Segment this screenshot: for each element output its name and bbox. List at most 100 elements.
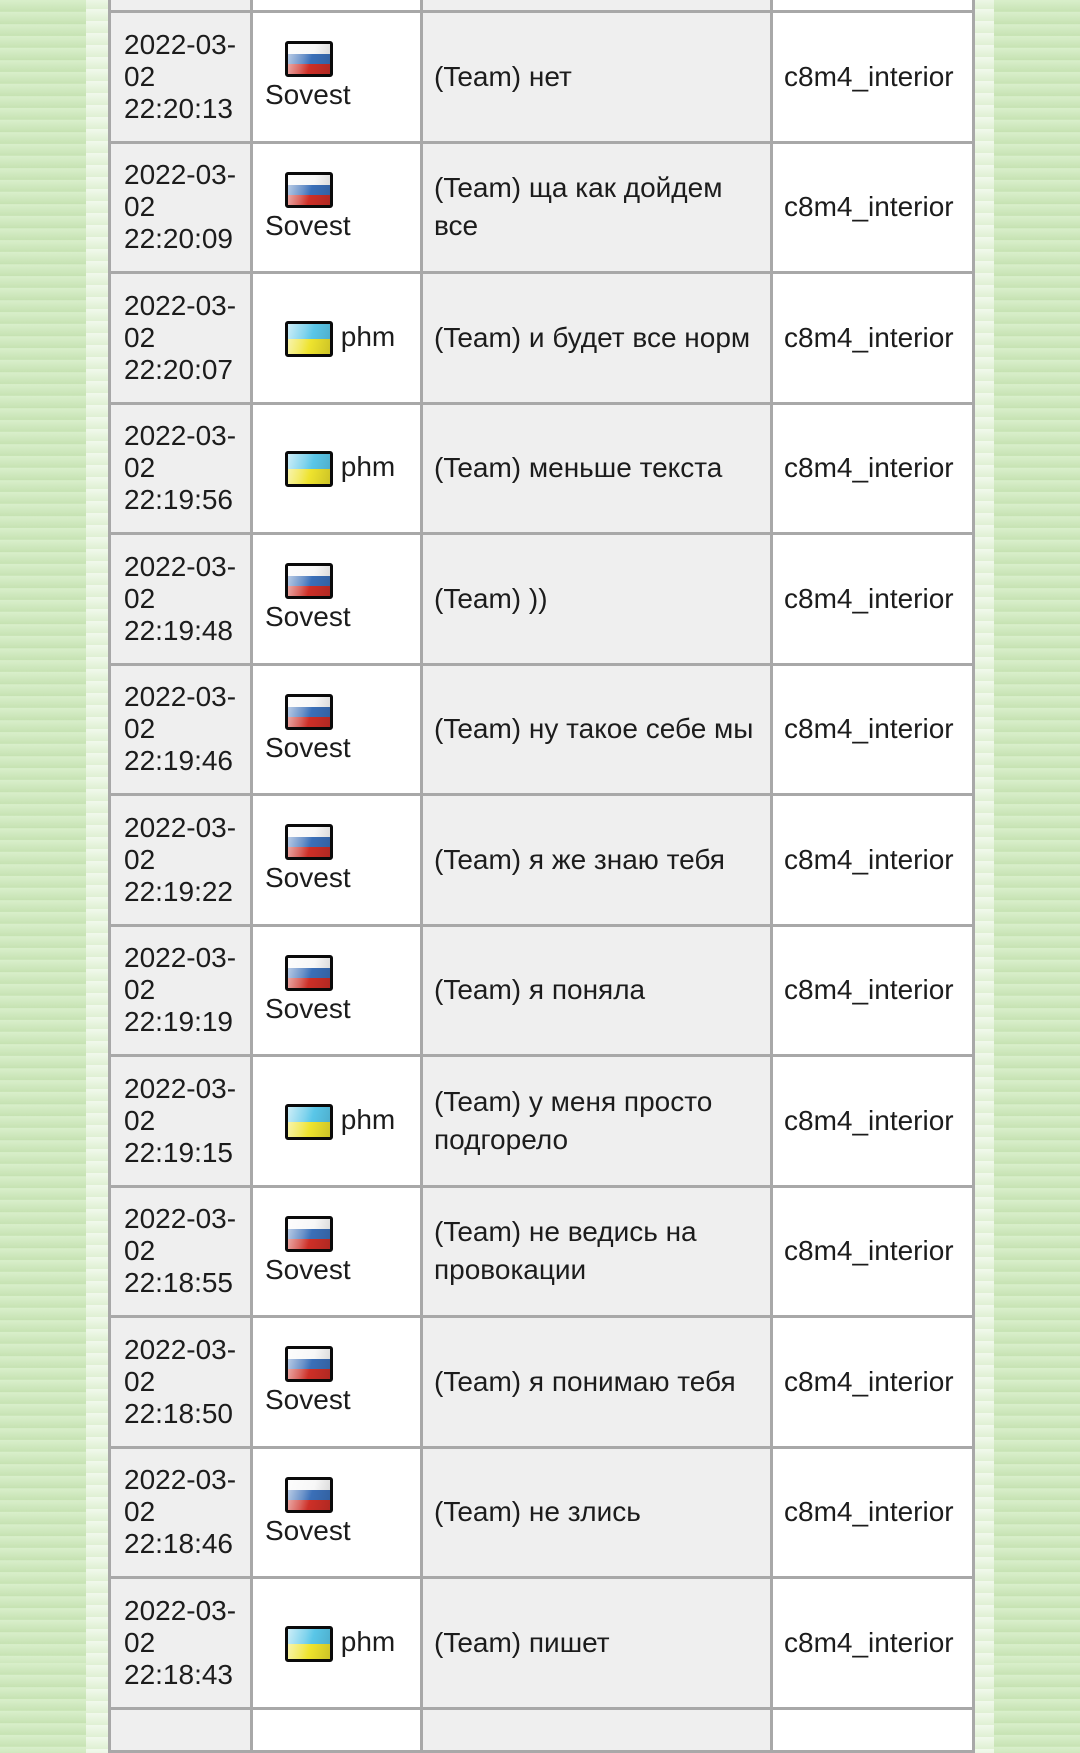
chat-message-cell: (Team) пишет (420, 1576, 773, 1710)
chat-player-cell: Sovest (250, 1315, 423, 1449)
chat-player-cell: phm (250, 1576, 423, 1710)
player-name: Sovest (265, 1384, 351, 1416)
map-name: c8m4_interior (784, 843, 954, 875)
chat-message-text: (Team) я понимаю тебя (434, 1365, 736, 1397)
player-name: phm (340, 451, 396, 483)
chat-timestamp: 2022-03-02 22:19:22 (124, 811, 237, 907)
map-name: c8m4_interior (784, 713, 954, 745)
chat-player-cell (250, 0, 423, 13)
chat-row-clipped-bottom (108, 1706, 975, 1753)
russia-flag-icon (285, 41, 333, 78)
chat-row: 2022-03-02 22:19:56 phm (Team) меньше те… (108, 401, 975, 535)
map-name: c8m4_interior (784, 60, 954, 92)
player-name: phm (340, 320, 396, 352)
chat-message-text: (Team) и будет все норм (434, 321, 751, 353)
chat-map-cell: c8m4_interior (770, 1315, 975, 1449)
map-name: c8m4_interior (784, 1235, 954, 1267)
chat-timestamp: 2022-03-02 22:19:46 (124, 681, 237, 777)
map-name: c8m4_interior (784, 1626, 954, 1658)
chat-message-cell: (Team) не злись (420, 1445, 773, 1579)
chat-timestamp: 2022-03-02 22:19:48 (124, 550, 237, 646)
map-name: c8m4_interior (784, 1365, 954, 1397)
chat-map-cell: c8m4_interior (770, 10, 975, 144)
chat-time-cell: 2022-03-02 22:19:19 (108, 923, 253, 1057)
chat-row: 2022-03-02 22:20:09 Sovest (Team) ща как… (108, 140, 975, 274)
russia-flag-icon (285, 824, 333, 861)
map-name: c8m4_interior (784, 1104, 954, 1136)
chat-map-cell: c8m4_interior (770, 1054, 975, 1188)
player-name: phm (340, 1103, 396, 1135)
chat-row: 2022-03-02 22:20:13 Sovest (Team) нет c8… (108, 10, 975, 144)
chat-message-text: (Team) меньше текста (434, 452, 723, 484)
chat-message-cell: (Team) я поняла (420, 923, 773, 1057)
map-name: c8m4_interior (784, 1496, 954, 1528)
chat-timestamp: 2022-03-02 22:18:50 (124, 1333, 237, 1429)
chat-time-cell (108, 0, 253, 13)
ukraine-flag-icon (285, 1103, 333, 1140)
chat-timestamp: 2022-03-02 22:20:07 (124, 289, 237, 385)
russia-flag-icon (285, 563, 333, 600)
chat-map-cell: c8m4_interior (770, 271, 975, 405)
chat-row: 2022-03-02 22:19:48 Sovest (Team) )) c8m… (108, 532, 975, 666)
chat-row: 2022-03-02 22:18:46 Sovest (Team) не зли… (108, 1445, 975, 1579)
map-name: c8m4_interior (784, 452, 954, 484)
map-name: c8m4_interior (784, 582, 954, 614)
chat-message-cell: (Team) у меня просто подгорело (420, 1054, 773, 1188)
map-name: c8m4_interior (784, 191, 954, 223)
chat-timestamp: 2022-03-02 22:19:15 (124, 1072, 237, 1168)
chat-player-cell: Sovest (250, 923, 423, 1057)
chat-message-text: (Team) ну такое себе мы (434, 713, 754, 745)
player-name: Sovest (265, 992, 351, 1024)
player-name: Sovest (265, 209, 351, 241)
chat-map-cell: c8m4_interior (770, 401, 975, 535)
chat-timestamp: 2022-03-02 22:20:13 (124, 28, 237, 124)
chat-time-cell: 2022-03-02 22:19:48 (108, 532, 253, 666)
chat-timestamp: 2022-03-02 22:18:55 (124, 1203, 237, 1299)
russia-flag-icon (285, 1346, 333, 1383)
chat-row: 2022-03-02 22:19:19 Sovest (Team) я поня… (108, 923, 975, 1057)
chat-player-cell: phm (250, 1054, 423, 1188)
chat-row-clipped-top (108, 0, 975, 13)
chat-map-cell: c8m4_interior (770, 140, 975, 274)
chat-time-cell: 2022-03-02 22:18:46 (108, 1445, 253, 1579)
ukraine-flag-icon (285, 320, 333, 357)
russia-flag-icon (285, 1215, 333, 1252)
chat-timestamp: 2022-03-02 22:19:19 (124, 942, 237, 1038)
chat-timestamp: 2022-03-02 22:18:43 (124, 1594, 237, 1690)
chat-message-cell: (Team) )) (420, 532, 773, 666)
ukraine-flag-icon (285, 451, 333, 488)
player-name: Sovest (265, 731, 351, 763)
chat-message-cell: (Team) не ведись на провокации (420, 1184, 773, 1318)
chat-player-cell: phm (250, 401, 423, 535)
player-name: Sovest (265, 79, 351, 111)
russia-flag-icon (285, 954, 333, 991)
chat-player-cell (250, 1706, 423, 1753)
chat-message-text: (Team) не злись (434, 1496, 641, 1528)
chat-message-text: (Team) пишет (434, 1626, 610, 1658)
map-name: c8m4_interior (784, 974, 954, 1006)
chat-message-cell (420, 0, 773, 13)
chat-time-cell: 2022-03-02 22:20:13 (108, 10, 253, 144)
chat-message-cell: (Team) я же знаю тебя (420, 793, 773, 927)
chat-message-cell: (Team) и будет все норм (420, 271, 773, 405)
ukraine-flag-icon (285, 1625, 333, 1662)
russia-flag-icon (285, 1476, 333, 1513)
chat-map-cell: c8m4_interior (770, 1445, 975, 1579)
player-name: Sovest (265, 1253, 351, 1285)
chat-message-cell: (Team) я понимаю тебя (420, 1315, 773, 1449)
chat-log-table: 2022-03-02 22:20:13 Sovest (Team) нет c8… (108, 0, 975, 1753)
chat-message-cell: (Team) ща как дойдем все (420, 140, 773, 274)
chat-time-cell: 2022-03-02 22:18:55 (108, 1184, 253, 1318)
chat-time-cell: 2022-03-02 22:18:50 (108, 1315, 253, 1449)
chat-map-cell: c8m4_interior (770, 1576, 975, 1710)
chat-time-cell: 2022-03-02 22:18:43 (108, 1576, 253, 1710)
chat-time-cell: 2022-03-02 22:20:07 (108, 271, 253, 405)
chat-player-cell: phm (250, 271, 423, 405)
chat-player-cell: Sovest (250, 662, 423, 796)
chat-time-cell (108, 1706, 253, 1753)
chat-player-cell: Sovest (250, 532, 423, 666)
chat-message-text: (Team) я же знаю тебя (434, 843, 725, 875)
chat-timestamp: 2022-03-02 22:20:09 (124, 159, 237, 255)
chat-message-text: (Team) я поняла (434, 974, 646, 1006)
